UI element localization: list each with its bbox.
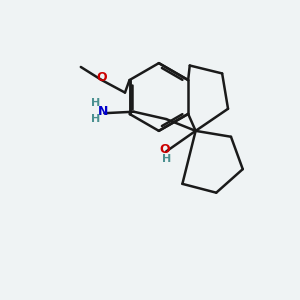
Text: O: O: [159, 143, 170, 156]
Text: H: H: [162, 154, 171, 164]
Text: H: H: [92, 98, 101, 108]
Text: H: H: [92, 114, 101, 124]
Text: N: N: [98, 105, 108, 118]
Text: O: O: [96, 71, 107, 84]
